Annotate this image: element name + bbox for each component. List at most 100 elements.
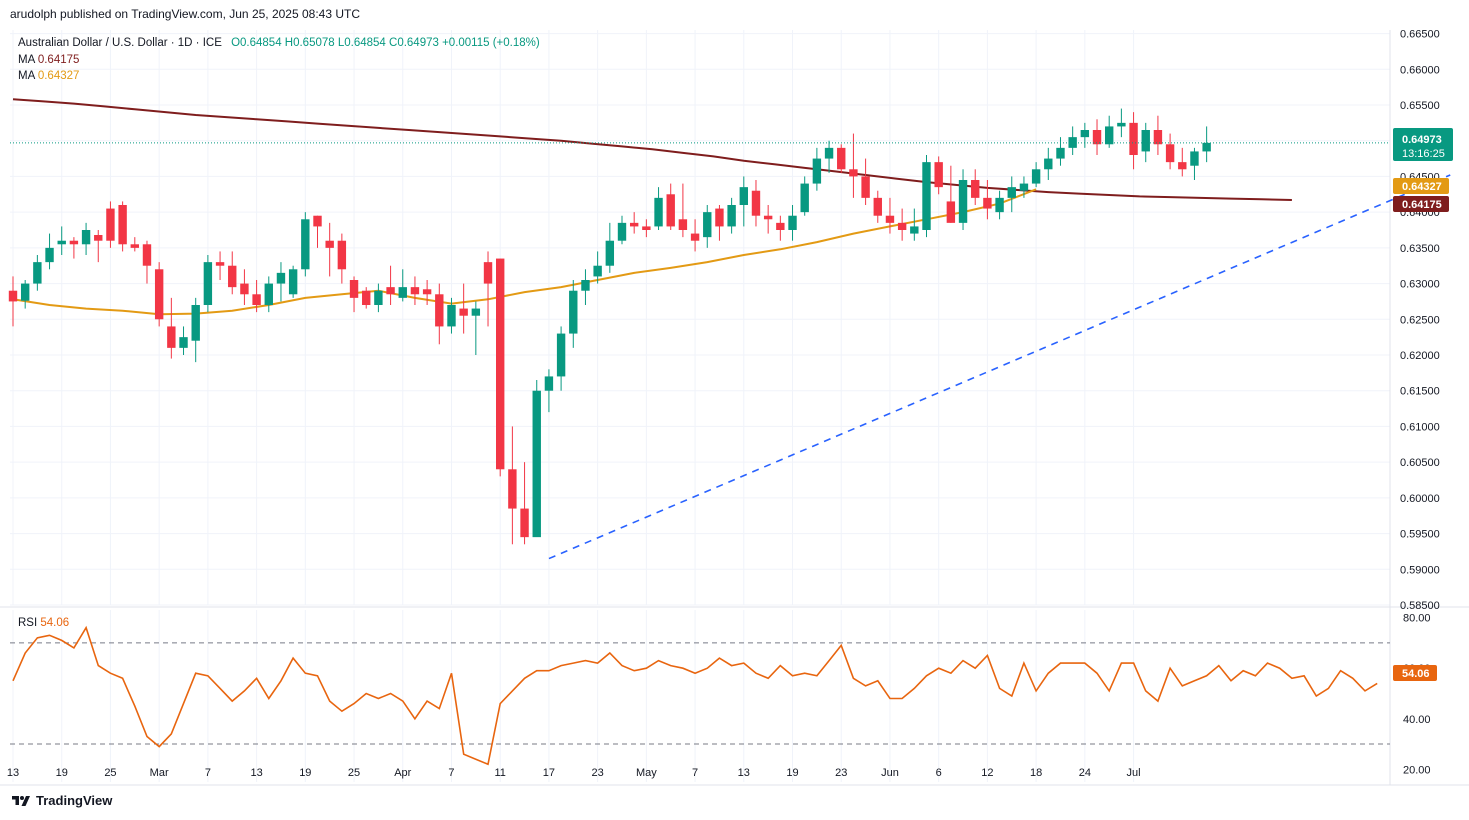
candle[interactable] — [252, 280, 261, 313]
candle[interactable] — [885, 197, 895, 234]
candle[interactable] — [483, 251, 493, 327]
candle[interactable] — [763, 205, 773, 234]
candle[interactable] — [496, 258, 505, 477]
candle[interactable] — [325, 222, 334, 277]
candle[interactable] — [715, 205, 724, 241]
candle[interactable] — [654, 187, 663, 230]
candle[interactable] — [1056, 137, 1065, 166]
candle[interactable] — [971, 169, 980, 205]
candle[interactable] — [1068, 126, 1077, 155]
candle[interactable] — [69, 237, 79, 259]
candle[interactable] — [240, 269, 249, 305]
candle[interactable] — [946, 165, 956, 223]
candle[interactable] — [142, 240, 152, 284]
candle[interactable] — [1044, 147, 1053, 180]
candle[interactable] — [435, 283, 444, 345]
candle[interactable] — [666, 183, 675, 230]
candle[interactable] — [788, 205, 797, 241]
candle[interactable] — [800, 176, 809, 216]
candle[interactable] — [629, 212, 639, 234]
candle[interactable] — [191, 297, 200, 363]
candle[interactable] — [471, 301, 481, 355]
candle[interactable] — [94, 230, 103, 263]
candle[interactable] — [934, 156, 943, 195]
candle[interactable] — [1105, 115, 1114, 148]
candle[interactable] — [410, 276, 420, 305]
candle[interactable] — [130, 237, 139, 252]
candle[interactable] — [1117, 108, 1126, 138]
candle[interactable] — [958, 169, 968, 230]
candle[interactable] — [532, 380, 541, 538]
candle[interactable] — [508, 426, 517, 545]
footer-brand[interactable]: TradingView — [10, 793, 112, 808]
rsi-label[interactable]: RSI — [18, 617, 38, 629]
candle[interactable] — [167, 297, 176, 359]
candle[interactable] — [739, 176, 748, 227]
candle[interactable] — [459, 283, 468, 334]
candle[interactable] — [703, 205, 712, 248]
candle[interactable] — [727, 197, 736, 234]
candle[interactable] — [447, 297, 456, 334]
candle[interactable] — [45, 233, 54, 270]
candle[interactable] — [276, 262, 286, 302]
candle[interactable] — [1080, 122, 1090, 148]
candle[interactable] — [1141, 122, 1150, 163]
candle[interactable] — [776, 215, 785, 241]
candle[interactable] — [81, 222, 91, 255]
candle[interactable] — [33, 255, 42, 291]
candle[interactable] — [642, 219, 651, 238]
candle[interactable] — [228, 251, 237, 295]
candle[interactable] — [983, 180, 992, 220]
candle[interactable] — [179, 326, 188, 355]
candle[interactable] — [349, 276, 359, 313]
candle[interactable] — [1092, 119, 1102, 155]
candle[interactable] — [1031, 162, 1041, 188]
candle[interactable] — [922, 155, 931, 238]
candle[interactable] — [837, 144, 846, 173]
ma-fast-label[interactable]: MA — [18, 70, 35, 82]
candle[interactable] — [398, 269, 407, 302]
candle[interactable] — [690, 219, 700, 252]
candle[interactable] — [520, 462, 529, 545]
symbol-title[interactable]: Australian Dollar / U.S. Dollar · 1D · I… — [18, 37, 222, 49]
candle[interactable] — [617, 215, 627, 245]
candle[interactable] — [288, 265, 298, 298]
support-trendline[interactable] — [548, 174, 1451, 560]
candle[interactable] — [1190, 147, 1199, 180]
candle[interactable] — [849, 133, 858, 198]
candle[interactable] — [751, 180, 761, 227]
candle[interactable] — [873, 190, 882, 223]
candle[interactable] — [897, 208, 907, 241]
candle[interactable] — [118, 201, 127, 252]
candle[interactable] — [556, 326, 566, 391]
candle[interactable] — [215, 251, 225, 280]
candle[interactable] — [1129, 112, 1138, 170]
candle[interactable] — [362, 287, 371, 309]
candle[interactable] — [910, 208, 919, 241]
candle[interactable] — [1202, 126, 1211, 163]
candle[interactable] — [422, 280, 432, 305]
candle[interactable] — [861, 158, 870, 205]
candle[interactable] — [1019, 176, 1029, 198]
candle[interactable] — [20, 280, 30, 309]
candle[interactable] — [1178, 147, 1187, 177]
candle[interactable] — [678, 183, 688, 238]
candle[interactable] — [995, 190, 1004, 220]
candle[interactable] — [593, 251, 602, 284]
candle[interactable] — [386, 265, 395, 305]
candle[interactable] — [154, 262, 164, 327]
candle[interactable] — [1165, 133, 1175, 170]
candle[interactable] — [374, 283, 383, 313]
candle[interactable] — [337, 233, 347, 284]
candle[interactable] — [8, 276, 18, 327]
candle[interactable] — [605, 222, 615, 273]
candle[interactable] — [824, 140, 834, 173]
candle[interactable] — [1153, 115, 1163, 155]
candle[interactable] — [203, 255, 213, 313]
candle[interactable] — [301, 212, 310, 277]
candle[interactable] — [544, 369, 554, 413]
candle[interactable] — [106, 201, 115, 248]
ma-slow-label[interactable]: MA — [18, 53, 35, 66]
candle[interactable] — [581, 269, 590, 305]
